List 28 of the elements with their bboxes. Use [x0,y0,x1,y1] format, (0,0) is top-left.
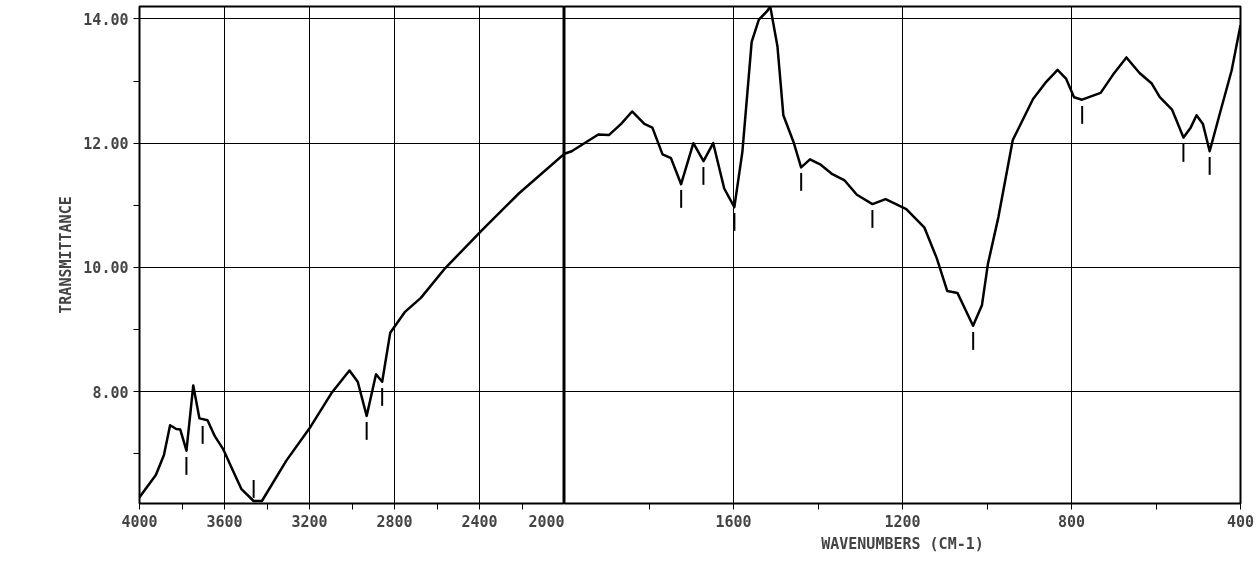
annotation: | [1204,154,1216,176]
x-tick-label: 1600 [715,512,752,531]
annotation: | [967,328,979,350]
annotation: | [181,453,192,475]
x-tick-label: 2400 [461,512,498,531]
x-tick-label: 1200 [884,512,921,531]
x-tick-label: 3600 [206,512,243,531]
annotation: | [675,187,687,209]
x-tick-label: 400 [1226,512,1255,531]
y-tick-label: 14.00 [83,10,129,29]
annotation: | [795,170,807,192]
annotation: | [867,207,878,229]
annotation: | [1178,140,1189,162]
annotation: | [248,477,260,499]
y-tick-label: 10.00 [83,259,129,278]
x-tick-label: 2800 [376,512,413,531]
x-tick-label: 3200 [291,512,328,531]
annotation: | [197,422,209,444]
annotation: | [698,164,709,186]
y-axis-title: TRANSMITTANCE [57,196,76,314]
annotation: | [361,418,373,440]
x-tick-label: 4000 [121,512,158,531]
y-tick-label: 8.00 [92,383,129,402]
x-tick-label: 800 [1057,512,1086,531]
annotation: | [1076,102,1088,124]
x-axis-title: WAVENUMBERS (CM-1) [821,534,984,553]
y-tick-label: 12.00 [83,135,129,154]
x-tick-label: 2000 [528,512,565,531]
